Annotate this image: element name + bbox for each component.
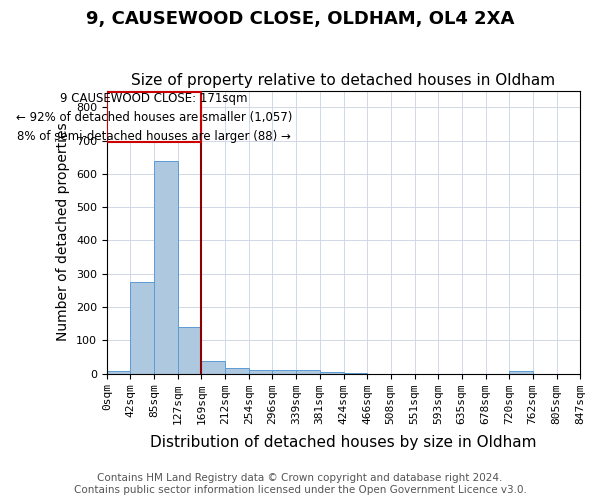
Bar bbox=[272, 370, 296, 374]
Bar bbox=[249, 370, 272, 374]
Bar bbox=[178, 327, 201, 374]
Y-axis label: Number of detached properties: Number of detached properties bbox=[56, 123, 70, 342]
Bar bbox=[225, 368, 249, 374]
FancyBboxPatch shape bbox=[107, 92, 201, 142]
Text: 9, CAUSEWOOD CLOSE, OLDHAM, OL4 2XA: 9, CAUSEWOOD CLOSE, OLDHAM, OL4 2XA bbox=[86, 10, 514, 28]
Bar bbox=[509, 372, 533, 374]
Title: Size of property relative to detached houses in Oldham: Size of property relative to detached ho… bbox=[131, 73, 556, 88]
Bar bbox=[107, 371, 130, 374]
Text: Contains HM Land Registry data © Crown copyright and database right 2024.
Contai: Contains HM Land Registry data © Crown c… bbox=[74, 474, 526, 495]
Bar bbox=[320, 372, 344, 374]
Text: 9 CAUSEWOOD CLOSE: 171sqm
← 92% of detached houses are smaller (1,057)
8% of sem: 9 CAUSEWOOD CLOSE: 171sqm ← 92% of detac… bbox=[16, 92, 292, 142]
Bar bbox=[296, 370, 320, 374]
Bar bbox=[130, 282, 154, 374]
Bar bbox=[344, 372, 367, 374]
Bar bbox=[154, 160, 178, 374]
X-axis label: Distribution of detached houses by size in Oldham: Distribution of detached houses by size … bbox=[150, 435, 536, 450]
Bar bbox=[201, 362, 225, 374]
